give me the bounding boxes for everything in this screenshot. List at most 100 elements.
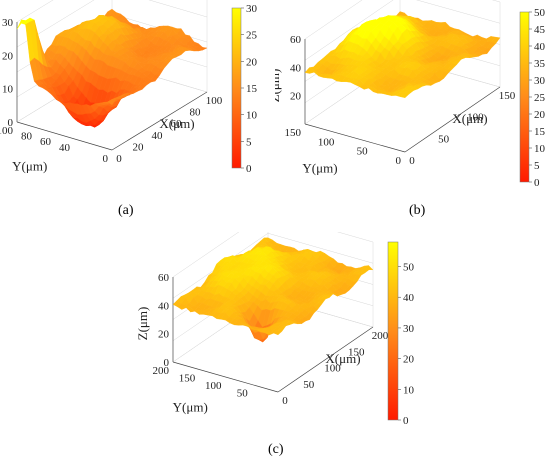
z-tick-label: 20 <box>290 91 302 103</box>
colorbar-tick-label: 20 <box>534 109 546 121</box>
colorbar-tick-label: 20 <box>403 354 415 366</box>
z-tick-label: 10 <box>2 84 14 96</box>
colorbar <box>387 241 399 421</box>
x-tick-label: 20 <box>133 141 145 153</box>
axis-y-line <box>172 361 279 393</box>
colorbar-tick-label: 25 <box>246 30 258 42</box>
y-tick-label: 200 <box>153 365 170 377</box>
colorbar-b: 0 5 10 15 20 25 30 35 40 45 50 <box>519 7 546 189</box>
colorbar-tick-label: 50 <box>534 7 546 19</box>
grid-line <box>16 0 54 23</box>
x-tick-label: 100 <box>467 112 484 124</box>
colorbar-a: 0 5 10 15 20 25 30 <box>231 3 258 175</box>
z-tick-label: 40 <box>290 62 302 74</box>
x-tick-label: 80 <box>190 107 202 119</box>
axis-x-line <box>404 86 501 153</box>
z-tick-label: 0 <box>164 357 170 369</box>
colorbar-tick-label: 15 <box>534 126 546 138</box>
colorbar-tick-label: 30 <box>534 75 546 87</box>
colorbar-tick-label: 10 <box>534 143 546 155</box>
colorbar-c: 0 10 20 30 40 50 <box>387 241 415 427</box>
x-tick-label: 0 <box>409 155 415 167</box>
grid-line <box>304 0 501 40</box>
colorbar-tick-label: 0 <box>534 177 540 189</box>
x-tick-label: 0 <box>116 153 122 165</box>
colorbar-tick-label: 0 <box>246 163 252 175</box>
colorbar-tick-label: 5 <box>246 136 252 148</box>
x-tick-label: 150 <box>499 90 516 102</box>
colorbar-tick-label: 20 <box>246 56 258 68</box>
colorbar-tick-label: 25 <box>534 92 546 104</box>
x-tick-label: 150 <box>348 346 365 358</box>
colorbar-tick-label: 35 <box>534 58 546 70</box>
x-axis-title: X(μm) <box>452 111 487 126</box>
surface-c <box>172 237 374 343</box>
panel-c: 0 50 100 150 200 50 100 150 200 0 20 40 60 X(μm) Y(μm)… <box>130 211 430 466</box>
x-tick-label: 100 <box>324 363 341 375</box>
y-tick-label: 100 <box>0 125 14 137</box>
x-axis-title: X(μm) <box>159 116 194 131</box>
colorbar-tick-label: 45 <box>534 24 546 36</box>
z-tick-label: 40 <box>158 300 170 312</box>
surface-b <box>304 11 501 99</box>
x-tick-label: 0 <box>282 395 288 407</box>
y-tick-label: 60 <box>40 136 52 148</box>
y-axis-title: Y(μm) <box>302 161 337 176</box>
surface-facet <box>400 91 410 99</box>
colorbar <box>231 7 242 169</box>
y-tick-label: 80 <box>21 131 33 143</box>
colorbar <box>519 11 530 183</box>
y-axis-title: Y(μm) <box>173 400 208 415</box>
surface-a <box>16 8 208 128</box>
x-tick-label: 50 <box>438 133 450 145</box>
panel-b: 0 50 100 150 0 50 100 150 20 40 60 X(μm) Y(μm) Z(μm) … <box>267 0 550 230</box>
panel-a: 02040608010004060801000102030X(μm)Y(μm)Z… <box>0 0 275 230</box>
y-tick-label: 100 <box>318 136 335 148</box>
z-tick-label: 30 <box>2 17 14 29</box>
y-tick-label: 100 <box>205 380 222 392</box>
colorbar-tick-label: 40 <box>534 41 546 53</box>
x-tick-label: 100 <box>206 95 223 107</box>
colorbar-tick-label: 50 <box>403 262 415 274</box>
panel-label-a: (a) <box>118 203 134 218</box>
y-tick-label: 150 <box>179 373 196 385</box>
colorbar-tick-label: 15 <box>246 83 258 95</box>
z-tick-label: 20 <box>158 329 170 341</box>
y-tick-label: 0 <box>396 155 402 167</box>
z-axis-title: Z(μm) <box>275 69 282 103</box>
y-tick-label: 0 <box>103 153 109 165</box>
surface-plot-a: 02040608010004060801000102030X(μm)Y(μm)Z… <box>0 0 258 175</box>
surface-facet <box>107 98 117 106</box>
axis-x-line <box>111 91 208 151</box>
colorbar-tick-label: 0 <box>403 415 409 427</box>
colorbar-tick-label: 10 <box>403 384 415 396</box>
y-axis-title: Y(μm) <box>12 159 47 174</box>
y-tick-label: 50 <box>237 388 249 400</box>
x-tick-label: 50 <box>303 379 315 391</box>
x-tick-label: 60 <box>171 118 183 130</box>
axes-c: 050100150200501001502000204060X(μm)Y(μm)… <box>135 211 389 415</box>
surface-facet <box>273 330 283 336</box>
z-tick-label: 60 <box>158 272 170 284</box>
x-axis-title: X(μm) <box>325 351 360 366</box>
panel-label-b: (b) <box>409 203 426 218</box>
panel-label-c: (c) <box>268 442 284 457</box>
colorbar-tick-label: 30 <box>246 3 258 15</box>
colorbar-tick-label: 10 <box>246 110 258 122</box>
z-tick-label: 60 <box>290 34 302 46</box>
y-tick-label: 40 <box>59 142 71 154</box>
axis-y-line <box>304 123 406 153</box>
surface-plot-b: 050100150050100150204060X(μm)Y(μm)Z(μm) … <box>267 0 546 189</box>
z-tick-label: 0 <box>8 117 14 129</box>
colorbar-tick-label: 40 <box>403 292 415 304</box>
z-tick-label: 20 <box>2 50 14 62</box>
axis-x-line <box>277 326 374 393</box>
colorbar-tick-label: 30 <box>403 323 415 335</box>
colorbar-tick-label: 5 <box>534 160 540 172</box>
axis-y-line <box>16 121 113 151</box>
x-tick-label: 200 <box>372 330 389 342</box>
y-tick-label: 50 <box>357 146 369 158</box>
grid-line <box>16 0 208 48</box>
surface-plot-c: 050100150200501001502000204060X(μm)Y(μm)… <box>135 211 415 427</box>
y-tick-label: 150 <box>285 127 302 139</box>
